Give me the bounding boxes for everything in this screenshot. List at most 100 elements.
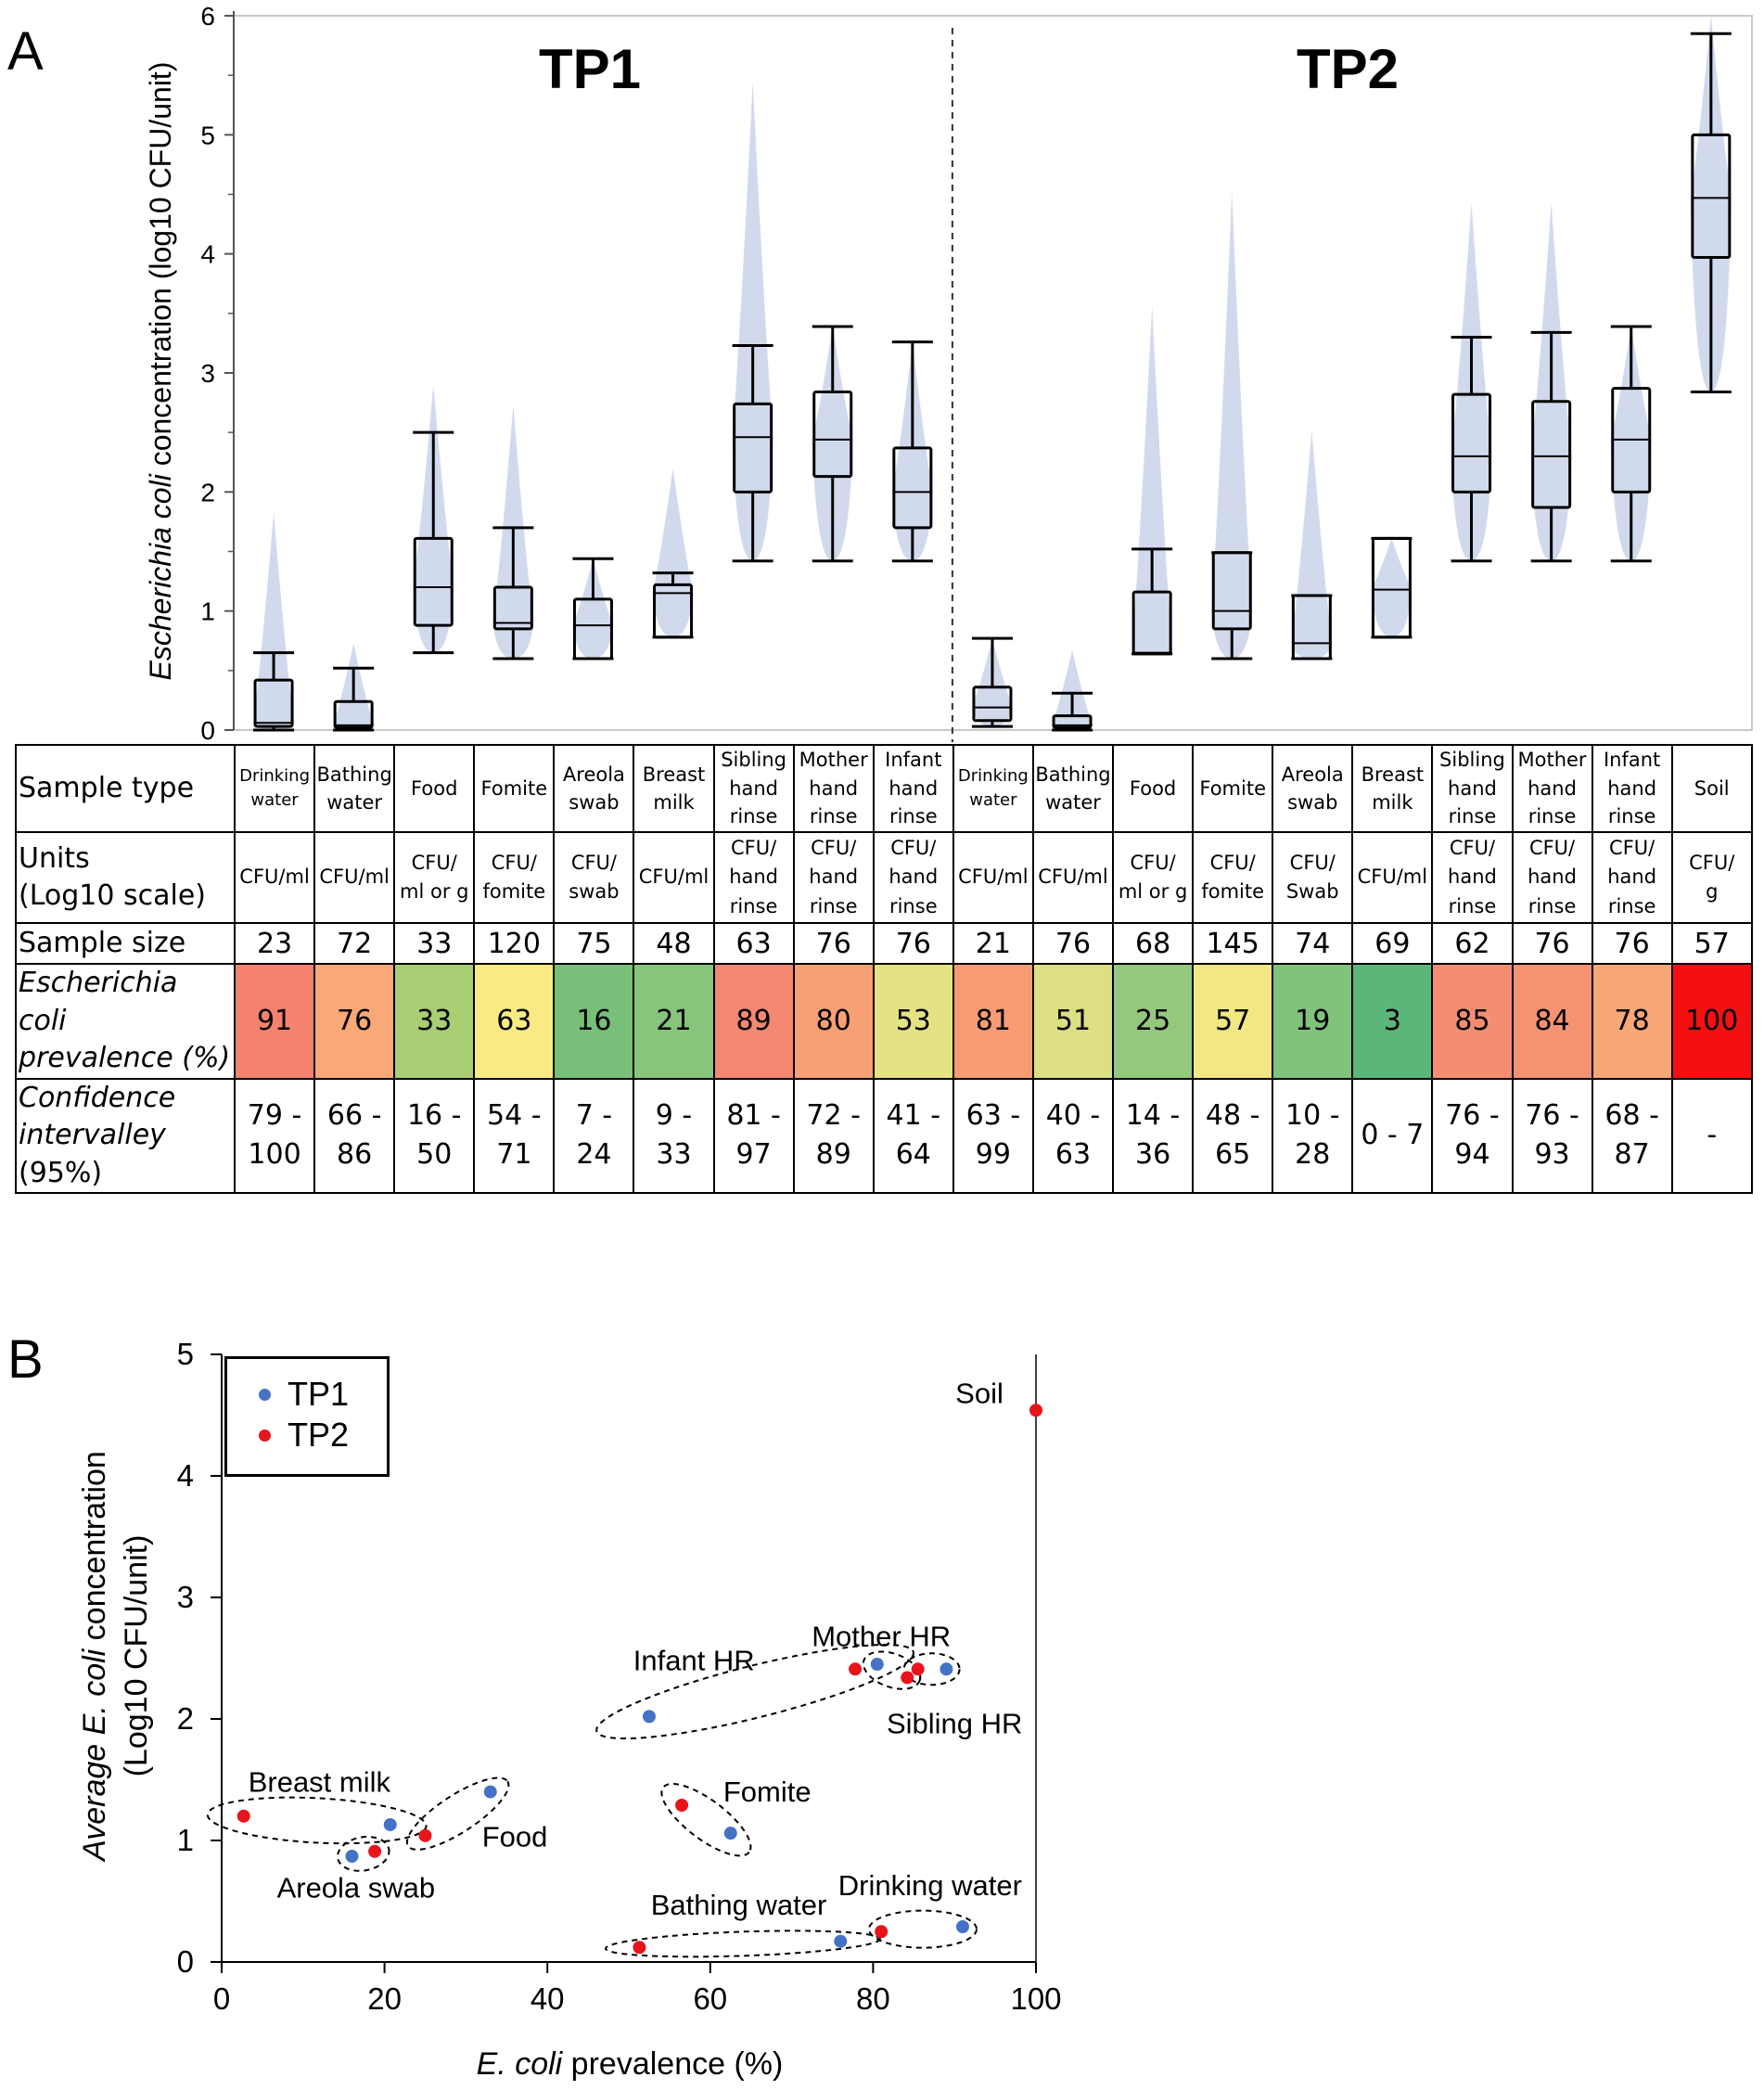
confidence-interval-value: 79 - 100 xyxy=(247,1099,302,1172)
prevalence-row: Escherichia coli prevalence (%) 91 76 33 63… xyxy=(15,963,1753,1080)
point-tp2-2 xyxy=(418,1828,432,1842)
confidence-interval-cell: 7 - 24 xyxy=(553,1077,635,1194)
sample-size-value: 75 xyxy=(576,927,612,960)
scatter-x-tick-label-20: 20 xyxy=(367,1981,402,2016)
sample-type-cell: Infant hand rinse xyxy=(872,744,954,833)
iqr-box xyxy=(1131,590,1172,656)
box-tp1-sibling-hand-rinse xyxy=(732,81,773,563)
iqr-box xyxy=(1451,392,1492,494)
confidence-interval-value: 10 - 28 xyxy=(1285,1099,1340,1172)
prevalence-value: 16 xyxy=(576,1005,612,1038)
prevalence-cell: 63 xyxy=(473,963,556,1080)
prevalence-value: 3 xyxy=(1383,1005,1401,1038)
group-ellipse-fomite xyxy=(660,1783,752,1857)
sample-size-value: 33 xyxy=(416,927,453,960)
sample-size-cell: 76 xyxy=(1031,922,1115,965)
prevalence-cell: 81 xyxy=(952,963,1034,1080)
sample-type-value: Areola swab xyxy=(1281,763,1344,814)
prevalence-cell: 89 xyxy=(712,963,795,1080)
sample-type-label: Sample type xyxy=(15,744,236,833)
confidence-interval-value: 63 - 99 xyxy=(965,1099,1021,1172)
sample-size-cell: 68 xyxy=(1112,922,1195,965)
confidence-interval-value: 0 - 7 xyxy=(1361,1119,1425,1152)
y-tick-label-0: 0 xyxy=(200,716,215,742)
sample-type-cell: Areola swab xyxy=(1272,744,1354,833)
prevalence-value: 53 xyxy=(895,1005,931,1038)
prevalence-value: 63 xyxy=(496,1005,532,1038)
scatter-legend: TP1 TP2 xyxy=(224,1356,390,1477)
group-ellipse-food xyxy=(405,1776,510,1851)
y-axis-label: Escherichia coli concentration (log10 CF… xyxy=(144,62,177,681)
box-tp2-bathing-water xyxy=(1052,650,1093,732)
units-cell: CFU/ ml or g xyxy=(1112,831,1195,924)
units-value: CFU/ml xyxy=(319,865,390,889)
sample-size-cell: 145 xyxy=(1192,922,1274,965)
point-tp2-8 xyxy=(849,1662,863,1676)
scatter-y-tick-label-0: 0 xyxy=(177,1944,194,1979)
prevalence-value: 91 xyxy=(256,1005,293,1038)
iqr-box xyxy=(972,686,1013,723)
point-tp2-0 xyxy=(875,1925,888,1939)
sample-type-cell: Infant hand rinse xyxy=(1591,744,1673,833)
sample-size-cell: 120 xyxy=(473,922,556,965)
sample-type-value: Drinking water xyxy=(239,765,311,810)
sample-type-value: Food xyxy=(411,776,458,800)
scatter-x-tick-label-40: 40 xyxy=(530,1981,565,2016)
box-tp2-areola-swab xyxy=(1291,430,1333,660)
sample-type-cell: Food xyxy=(1112,744,1195,833)
confidence-interval-value: 40 - 63 xyxy=(1045,1099,1101,1172)
scatter-y-tick-label-1: 1 xyxy=(177,1823,194,1857)
point-tp1-7 xyxy=(870,1658,884,1672)
scatter-x-axis-label: E. coli prevalence (%) xyxy=(477,2046,784,2082)
confidence-interval-cell: 0 - 7 xyxy=(1351,1077,1434,1194)
confidence-interval-cell: 54 - 71 xyxy=(473,1077,556,1194)
sample-size-cell: 75 xyxy=(553,922,635,965)
sample-size-value: 120 xyxy=(487,927,541,960)
box-tp2-fomite xyxy=(1211,190,1253,660)
box-tp1-breast-milk xyxy=(652,468,694,639)
sample-size-value: 48 xyxy=(656,927,692,960)
prevalence-value: 80 xyxy=(815,1005,851,1038)
box-tp2-mother-hand-rinse xyxy=(1530,202,1572,563)
confidence-interval-value: - xyxy=(1706,1119,1718,1152)
confidence-interval-cell: 48 - 65 xyxy=(1192,1077,1274,1194)
prevalence-cell: 100 xyxy=(1670,963,1753,1080)
units-value: CFU/ hand rinse xyxy=(1448,836,1497,917)
sample-size-value: 76 xyxy=(1055,927,1092,960)
units-cell: CFU/ml xyxy=(313,831,396,924)
point-tp1-2 xyxy=(483,1785,497,1799)
prevalence-cell: 85 xyxy=(1431,963,1514,1080)
sample-type-cell: Drinking water xyxy=(233,744,316,833)
legend-marker-tp1 xyxy=(259,1388,271,1401)
y-tick-label-5: 5 xyxy=(200,121,215,149)
y-tick-label-4: 4 xyxy=(200,240,215,269)
panel-a-box-chart: 0 1 2 3 4 5 6 Escherichia coli concentration (l… xyxy=(144,2,1753,742)
iqr-box xyxy=(333,699,374,729)
sample-type-cell: Bathing water xyxy=(1031,744,1115,833)
prevalence-value: 21 xyxy=(656,1005,692,1038)
point-tp2-5 xyxy=(236,1809,250,1823)
violin-shape xyxy=(1211,190,1253,659)
prevalence-value: 57 xyxy=(1215,1005,1251,1038)
units-cell: CFU/ml xyxy=(233,831,316,924)
sample-size-cell: 76 xyxy=(1511,922,1593,965)
sample-type-value: Bathing water xyxy=(1035,763,1111,814)
sample-size-cell: 76 xyxy=(792,922,875,965)
box-tp1-bathing-water xyxy=(333,643,375,732)
iqr-box xyxy=(492,585,533,631)
sample-size-cell: 72 xyxy=(313,922,396,965)
box-tp1-areola-swab xyxy=(572,557,614,660)
confidence-interval-value: 9 - 33 xyxy=(655,1099,693,1172)
sample-size-value: 76 xyxy=(895,927,931,960)
sample-stats-table: Sample type Drinking water Bathing water F… xyxy=(15,744,1753,1194)
prevalence-value: 25 xyxy=(1134,1005,1171,1038)
prevalence-value: 51 xyxy=(1055,1005,1092,1038)
sample-size-value: 63 xyxy=(735,927,772,960)
units-value: CFU/ hand rinse xyxy=(1528,836,1577,917)
prevalence-cell: 76 xyxy=(313,963,396,1080)
units-value: CFU/ hand rinse xyxy=(809,836,859,917)
point-tp2-7 xyxy=(901,1671,914,1685)
prevalence-value: 78 xyxy=(1614,1005,1650,1038)
sample-size-value: 145 xyxy=(1206,927,1259,960)
prevalence-value: 76 xyxy=(337,1005,373,1038)
